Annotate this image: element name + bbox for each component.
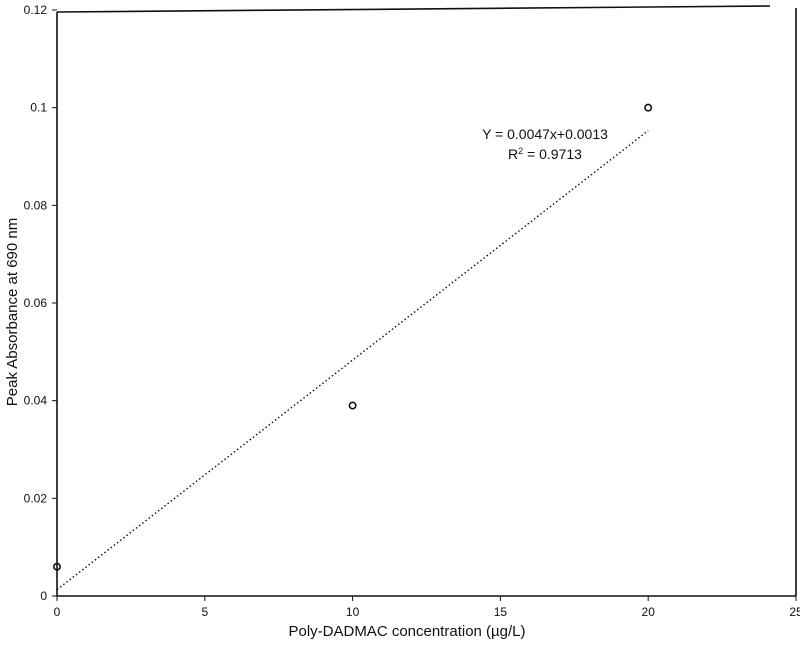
trendline: [56, 130, 649, 591]
y-axis-ticks: 0 0.02 0.04 0.06 0.08 0.1 0.12: [24, 3, 57, 603]
r-squared-value: = 0.9713: [523, 146, 582, 162]
trendline-equation: Y = 0.0047x+0.0013: [482, 126, 608, 142]
data-point: [348, 401, 357, 410]
x-tick-label: 5: [201, 605, 208, 619]
r-squared-annotation: R2 = 0.9713: [508, 146, 582, 162]
data-point: [644, 103, 653, 112]
y-tick-label: 0: [40, 589, 47, 603]
x-tick-label: 10: [346, 605, 360, 619]
x-tick-label: 20: [642, 605, 656, 619]
x-axis-label: Poly-DADMAC concentration (µg/L): [288, 623, 525, 640]
y-tick-label: 0.12: [24, 3, 48, 17]
x-tick-label: 0: [54, 605, 61, 619]
y-tick-label: 0.08: [24, 198, 48, 212]
y-axis-label: Peak Absorbance at 690 nm: [4, 218, 21, 406]
y-tick-label: 0.1: [30, 101, 47, 115]
y-tick-label: 0.02: [24, 491, 48, 505]
x-tick-label: 25: [789, 605, 800, 619]
trendline-group: [56, 130, 649, 591]
plot-frame-group: [56, 5, 797, 597]
x-axis-ticks: 0 5 10 15 20 25: [54, 596, 800, 619]
plot-border-top: [56, 5, 771, 13]
data-point: [52, 562, 61, 571]
r-squared-exponent: 2: [518, 146, 523, 156]
r-squared-prefix: R: [508, 146, 518, 162]
y-tick-label: 0.06: [24, 296, 48, 310]
x-tick-label: 15: [494, 605, 508, 619]
data-points: [52, 103, 653, 571]
y-tick-label: 0.04: [24, 394, 48, 408]
